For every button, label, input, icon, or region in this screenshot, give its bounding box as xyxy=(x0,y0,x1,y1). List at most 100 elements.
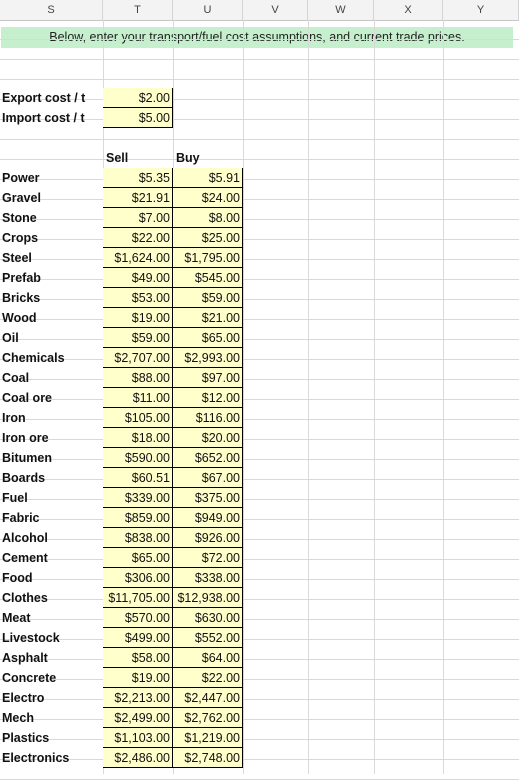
buy-price-input[interactable]: $97.00 xyxy=(173,368,243,388)
gridline-horizontal xyxy=(0,559,519,560)
column-header-t[interactable]: T xyxy=(103,0,173,20)
sell-price-input[interactable]: $19.00 xyxy=(103,668,173,688)
sell-price-input[interactable]: $838.00 xyxy=(103,528,173,548)
sell-price-input[interactable]: $2,213.00 xyxy=(103,688,173,708)
sell-price-input[interactable]: $49.00 xyxy=(103,268,173,288)
buy-price-input[interactable]: $20.00 xyxy=(173,428,243,448)
buy-price-input[interactable]: $2,993.00 xyxy=(173,348,243,368)
gridline-horizontal xyxy=(0,279,519,280)
buy-price-input[interactable]: $64.00 xyxy=(173,648,243,668)
buy-price-input[interactable]: $1,795.00 xyxy=(173,248,243,268)
sell-price-input[interactable]: $11,705.00 xyxy=(103,588,173,608)
instruction-banner[interactable]: Below, enter your transport/fuel cost as… xyxy=(1,27,513,48)
sell-price-input[interactable]: $58.00 xyxy=(103,648,173,668)
column-header-s[interactable]: S xyxy=(0,0,103,20)
good-name: Fabric xyxy=(2,511,40,525)
column-header-u[interactable]: U xyxy=(173,0,243,20)
good-name: Asphalt xyxy=(2,651,48,665)
buy-price-input[interactable]: $1,219.00 xyxy=(173,728,243,748)
buy-price-input[interactable]: $949.00 xyxy=(173,508,243,528)
buy-price-input[interactable]: $67.00 xyxy=(173,468,243,488)
sell-price-input[interactable]: $499.00 xyxy=(103,628,173,648)
gridline-horizontal xyxy=(0,59,519,60)
gridline-horizontal xyxy=(0,99,519,100)
sell-price-input[interactable]: $2,499.00 xyxy=(103,708,173,728)
good-name: Wood xyxy=(2,311,37,325)
column-header-w[interactable]: W xyxy=(308,0,374,20)
good-name: Crops xyxy=(2,231,39,245)
sell-price-input[interactable]: $306.00 xyxy=(103,568,173,588)
good-name: Electronics xyxy=(2,751,70,765)
buy-price-input[interactable]: $12.00 xyxy=(173,388,243,408)
buy-price-input[interactable]: $72.00 xyxy=(173,548,243,568)
sell-price-input[interactable]: $2,486.00 xyxy=(103,748,173,768)
good-name: Chemicals xyxy=(2,351,65,365)
gridline-horizontal xyxy=(0,479,519,480)
buy-price-input[interactable]: $630.00 xyxy=(173,608,243,628)
sell-price-input[interactable]: $5.35 xyxy=(103,168,173,188)
buy-price-input[interactable]: $545.00 xyxy=(173,268,243,288)
buy-price-input[interactable]: $2,447.00 xyxy=(173,688,243,708)
sell-price-input[interactable]: $65.00 xyxy=(103,548,173,568)
buy-price-input[interactable]: $21.00 xyxy=(173,308,243,328)
buy-price-input[interactable]: $552.00 xyxy=(173,628,243,648)
buy-price-input[interactable]: $2,748.00 xyxy=(173,748,243,768)
buy-price-input[interactable]: $375.00 xyxy=(173,488,243,508)
column-header-v[interactable]: V xyxy=(243,0,308,20)
gridline-horizontal xyxy=(0,299,519,300)
sell-price-input[interactable]: $53.00 xyxy=(103,288,173,308)
gridline-horizontal xyxy=(0,359,519,360)
sell-price-input[interactable]: $7.00 xyxy=(103,208,173,228)
buy-price-input[interactable]: $24.00 xyxy=(173,188,243,208)
good-name: Coal ore xyxy=(2,391,53,405)
gridline-vertical xyxy=(443,20,444,774)
buy-price-input[interactable]: $12,938.00 xyxy=(173,588,243,608)
buy-price-input[interactable]: $2,762.00 xyxy=(173,708,243,728)
sell-price-input[interactable]: $1,103.00 xyxy=(103,728,173,748)
sell-price-input[interactable]: $88.00 xyxy=(103,368,173,388)
gridline-horizontal xyxy=(0,399,519,400)
sell-price-input[interactable]: $19.00 xyxy=(103,308,173,328)
sell-price-input[interactable]: $1,624.00 xyxy=(103,248,173,268)
sell-price-input[interactable]: $21.91 xyxy=(103,188,173,208)
gridline-horizontal xyxy=(0,719,519,720)
sell-price-input[interactable]: $590.00 xyxy=(103,448,173,468)
good-name: Gravel xyxy=(2,191,41,205)
buy-price-input[interactable]: $116.00 xyxy=(173,408,243,428)
good-name: Livestock xyxy=(2,631,60,645)
buy-price-input[interactable]: $59.00 xyxy=(173,288,243,308)
gridline-horizontal xyxy=(0,39,519,40)
sell-price-input[interactable]: $105.00 xyxy=(103,408,173,428)
gridline-horizontal xyxy=(0,499,519,500)
cost-input[interactable]: $2.00 xyxy=(103,88,173,108)
buy-price-input[interactable]: $65.00 xyxy=(173,328,243,348)
sell-price-input[interactable]: $60.51 xyxy=(103,468,173,488)
sell-price-input[interactable]: $339.00 xyxy=(103,488,173,508)
good-name: Food xyxy=(2,571,33,585)
sell-price-input[interactable]: $59.00 xyxy=(103,328,173,348)
buy-price-input[interactable]: $5.91 xyxy=(173,168,243,188)
good-name: Clothes xyxy=(2,591,48,605)
gridline-horizontal xyxy=(0,419,519,420)
cost-label: Export cost / t xyxy=(2,91,86,105)
sell-price-input[interactable]: $22.00 xyxy=(103,228,173,248)
sell-price-input[interactable]: $2,707.00 xyxy=(103,348,173,368)
buy-price-input[interactable]: $652.00 xyxy=(173,448,243,468)
sell-price-input[interactable]: $18.00 xyxy=(103,428,173,448)
buy-price-input[interactable]: $22.00 xyxy=(173,668,243,688)
buy-price-input[interactable]: $926.00 xyxy=(173,528,243,548)
gridline-horizontal xyxy=(0,739,519,740)
sell-price-input[interactable]: $11.00 xyxy=(103,388,173,408)
gridline-vertical xyxy=(308,20,309,774)
good-name: Coal xyxy=(2,371,30,385)
column-header-y[interactable]: Y xyxy=(443,0,519,20)
cost-input[interactable]: $5.00 xyxy=(103,108,173,128)
sell-price-input[interactable]: $570.00 xyxy=(103,608,173,628)
buy-price-input[interactable]: $25.00 xyxy=(173,228,243,248)
buy-price-input[interactable]: $8.00 xyxy=(173,208,243,228)
buy-price-input[interactable]: $338.00 xyxy=(173,568,243,588)
gridline-vertical xyxy=(374,20,375,774)
column-header-x[interactable]: X xyxy=(374,0,443,20)
sell-price-input[interactable]: $859.00 xyxy=(103,508,173,528)
